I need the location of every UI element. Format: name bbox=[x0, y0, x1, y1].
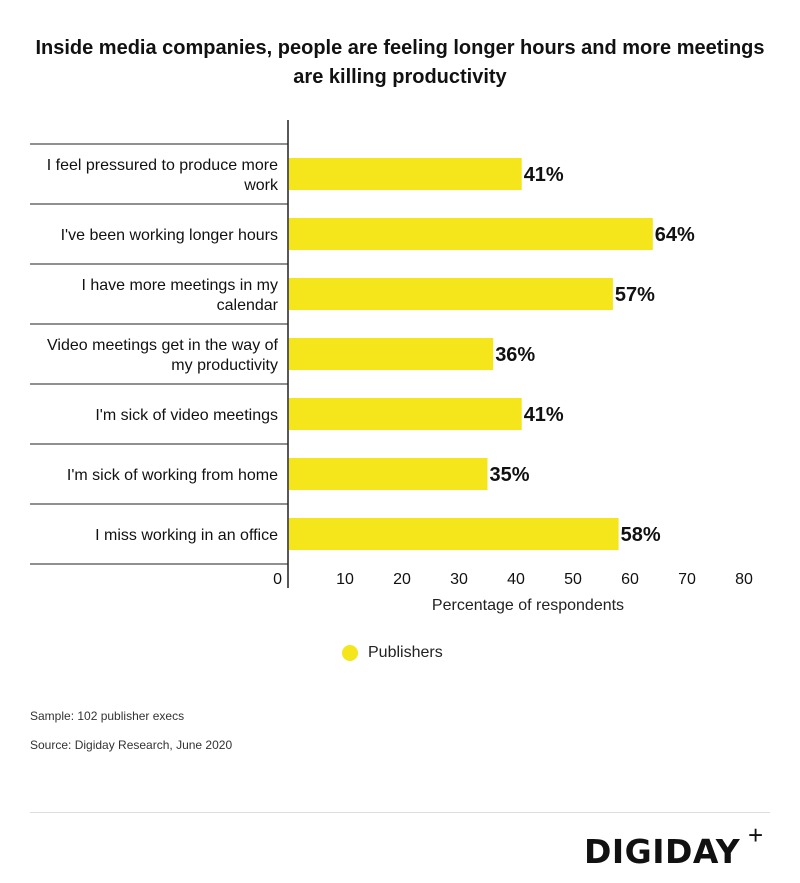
category-label: Video meetings get in the way of my produ… bbox=[47, 337, 279, 374]
sample-note: Sample: 102 publisher execs bbox=[30, 709, 185, 723]
x-tick-label: 0 bbox=[273, 571, 282, 588]
source-note: Source: Digiday Research, June 2020 bbox=[30, 738, 233, 752]
x-tick-label: 80 bbox=[735, 571, 753, 588]
value-label: 64% bbox=[655, 224, 695, 246]
x-tick-label: 50 bbox=[564, 571, 582, 588]
category-label: I'm sick of working from home bbox=[67, 467, 278, 484]
x-tick-label: 60 bbox=[621, 571, 639, 588]
value-label: 41% bbox=[524, 164, 564, 186]
legend-label: Publishers bbox=[368, 644, 443, 661]
category-label: I miss working in an office bbox=[95, 527, 278, 544]
x-tick-label: 20 bbox=[393, 571, 411, 588]
bar bbox=[289, 398, 522, 430]
bar-chart: I feel pressured to produce more work 41% I… bbox=[30, 120, 753, 614]
category-label: I feel pressured to produce more work bbox=[47, 157, 279, 194]
value-label: 57% bbox=[615, 284, 655, 306]
bar bbox=[289, 218, 653, 250]
value-label: 36% bbox=[495, 344, 535, 366]
category-label: I'm sick of video meetings bbox=[95, 407, 278, 424]
chart-title: Inside media companies, people are feeli… bbox=[35, 37, 765, 88]
bar bbox=[289, 518, 619, 550]
legend: Publishers bbox=[342, 644, 443, 662]
x-tick-label: 70 bbox=[678, 571, 696, 588]
plus-icon: + bbox=[748, 820, 764, 850]
x-axis-label: Percentage of respondents bbox=[432, 597, 624, 614]
value-label: 41% bbox=[524, 404, 564, 426]
bar bbox=[289, 458, 488, 490]
value-label: 35% bbox=[490, 464, 530, 486]
footer-divider bbox=[30, 812, 770, 813]
bar bbox=[289, 338, 494, 370]
value-label: 58% bbox=[621, 524, 661, 546]
x-tick-label: 10 bbox=[336, 571, 354, 588]
bar bbox=[289, 158, 522, 190]
category-label: I've been working longer hours bbox=[61, 227, 278, 244]
legend-swatch bbox=[342, 645, 358, 661]
digiday-logo[interactable]: DIGIDAY bbox=[584, 832, 741, 871]
bar bbox=[289, 278, 613, 310]
category-label: I have more meetings in my calendar bbox=[81, 277, 278, 314]
x-tick-label: 40 bbox=[507, 571, 525, 588]
x-tick-label: 30 bbox=[450, 571, 468, 588]
